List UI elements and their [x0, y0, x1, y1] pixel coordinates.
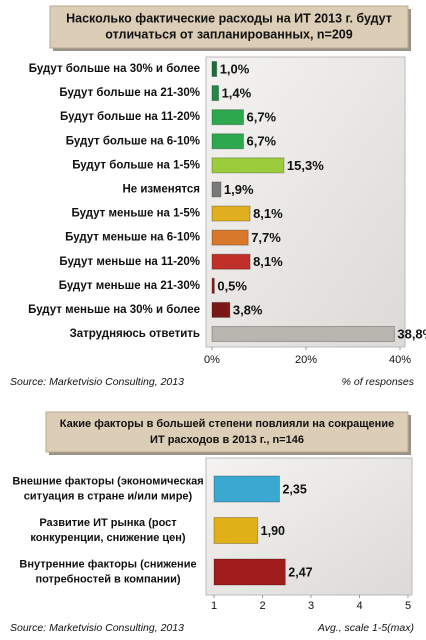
x-tick-label: 5 — [405, 600, 411, 612]
title-box — [49, 5, 409, 49]
chart-title: Какие факторы в большей степени повлияли… — [60, 418, 394, 430]
plot-area — [205, 56, 406, 348]
value-label: 0,5% — [217, 278, 247, 293]
x-tick-label: 2 — [259, 600, 265, 612]
bar — [211, 277, 215, 294]
x-axis-label: % of responses — [342, 376, 415, 388]
title-box — [45, 411, 409, 453]
bar — [211, 181, 222, 198]
category-label: Будут больше на 30% и более — [29, 63, 200, 75]
category-label: Затрудняюсь ответить — [70, 328, 200, 340]
bar — [213, 475, 280, 503]
bar — [211, 326, 395, 342]
x-tick-label: 4 — [356, 600, 362, 612]
value-label: 8,1% — [253, 206, 283, 221]
value-label: 1,0% — [220, 61, 250, 76]
bar — [211, 229, 249, 246]
chart-title: отличаться от запланированных, n=209 — [105, 27, 352, 41]
bar — [213, 558, 286, 586]
value-label: 2,35 — [282, 482, 306, 496]
category-label: Будут меньше на 30% и более — [28, 304, 200, 316]
category-label: Будут больше на 21-30% — [59, 87, 200, 99]
value-label: 2,47 — [288, 565, 312, 579]
category-label: Будут больше на 1-5% — [72, 159, 200, 171]
bar — [211, 61, 218, 77]
category-label: потребностей в компании) — [35, 573, 180, 585]
bar — [211, 85, 220, 102]
value-label: 38,8% — [397, 326, 426, 341]
category-label: ситуация в стране и/или мире) — [24, 490, 193, 502]
category-label: Внешние факторы (экономическая — [12, 475, 203, 487]
bar — [211, 253, 251, 270]
category-label: Будут меньше на 21-30% — [59, 280, 200, 292]
x-tick-label: 20% — [295, 354, 317, 366]
category-label: конкуренции, снижение цен) — [30, 532, 185, 544]
value-label: 6,7% — [246, 110, 276, 125]
value-label: 1,90 — [261, 524, 285, 538]
value-label: 6,7% — [246, 134, 276, 149]
category-label: Будут больше на 6-10% — [66, 135, 200, 147]
value-label: 15,3% — [287, 158, 324, 173]
category-label: Внутренние факторы (снижение — [19, 558, 196, 570]
bar — [213, 517, 259, 544]
bar — [211, 157, 285, 174]
chart-title: ИТ расходов в 2013 г., n=146 — [150, 434, 304, 446]
category-label: Будут меньше на 11-20% — [59, 256, 200, 268]
category-label: Будут меньше на 6-10% — [65, 232, 200, 244]
x-tick-label: 40% — [389, 354, 411, 366]
category-label: Будут больше на 11-20% — [60, 111, 200, 123]
bar — [211, 301, 231, 318]
value-label: 8,1% — [253, 254, 283, 269]
bar — [211, 133, 244, 150]
x-axis-label: Avg., scale 1-5(max) — [317, 622, 414, 634]
source-note: Source: Marketvisio Consulting, 2013 — [10, 376, 184, 388]
bar — [211, 109, 244, 126]
x-tick-label: 1 — [211, 600, 217, 612]
category-label: Будут меньше на 1-5% — [71, 208, 200, 220]
value-label: 7,7% — [251, 230, 281, 245]
value-label: 3,8% — [233, 302, 263, 317]
category-label: Развитие ИТ рынка (рост — [39, 517, 177, 529]
value-label: 1,4% — [222, 86, 252, 101]
category-label: Не изменятся — [122, 183, 200, 195]
value-label: 1,9% — [224, 182, 254, 197]
x-tick-label: 0% — [204, 354, 220, 366]
source-note: Source: Marketvisio Consulting, 2013 — [10, 622, 184, 634]
bar — [211, 205, 251, 222]
chart-title: Насколько фактические расходы на ИТ 2013… — [66, 11, 392, 25]
x-tick-label: 3 — [308, 600, 314, 612]
